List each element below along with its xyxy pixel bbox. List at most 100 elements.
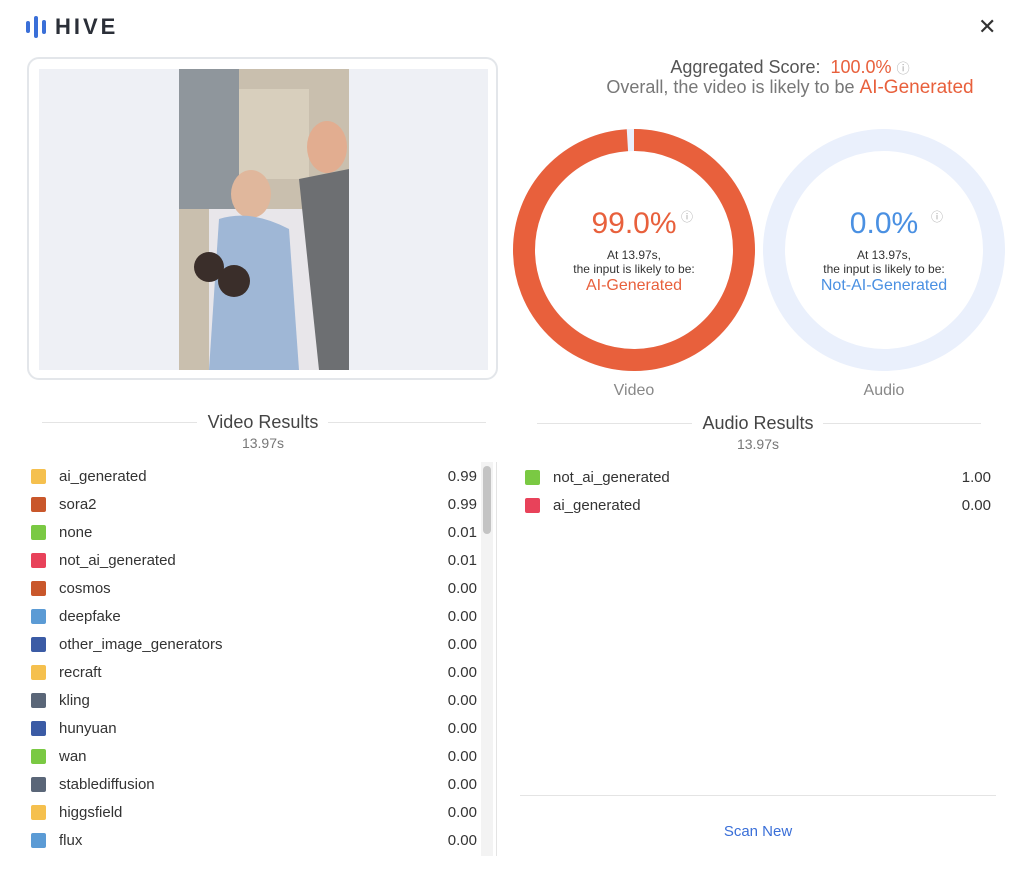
color-swatch — [31, 804, 46, 820]
result-value: 0.99 — [447, 467, 477, 485]
color-swatch — [31, 552, 46, 568]
video-frame — [27, 57, 498, 380]
result-label: not_ai_generated — [59, 551, 176, 569]
video-results-list: ai_generated 0.99 sora2 0.99 none 0.01 not_ai_… — [31, 462, 477, 854]
overall-line: Overall, the video is likely to be AI-Ge… — [520, 77, 1024, 99]
logo-icon — [26, 16, 46, 38]
result-label: not_ai_generated — [553, 468, 670, 486]
donut-caption: Video — [614, 382, 655, 399]
aggregated-score: Aggregated Score: 100.0% ⓘ — [520, 57, 1024, 78]
divider — [520, 795, 996, 796]
result-value: 0.00 — [961, 496, 991, 514]
result-label: none — [59, 523, 93, 541]
result-value: 0.00 — [447, 691, 477, 709]
divider — [823, 423, 981, 424]
video-results-time: 13.97s — [241, 435, 285, 451]
result-label: wan — [59, 747, 87, 765]
video-thumbnail — [179, 69, 349, 370]
result-label: ai_generated — [59, 467, 147, 485]
donut-percent: 0.0% — [850, 207, 918, 240]
color-swatch — [31, 468, 46, 484]
donut-arc — [513, 129, 755, 371]
result-label: ai_generated — [553, 496, 641, 514]
scrollbar-thumb[interactable] — [483, 466, 491, 534]
info-icon[interactable]: ⓘ — [896, 61, 910, 76]
video-results-title: Video Results — [207, 412, 319, 432]
result-value: 0.00 — [447, 663, 477, 681]
scan-new-button[interactable]: Scan New — [723, 823, 793, 840]
overall-text: Overall, the video is likely to be — [606, 77, 855, 97]
audio-results-list: not_ai_generated 1.00 ai_generated 0.00 — [525, 463, 991, 519]
result-row: none 0.01 — [31, 518, 477, 546]
logo-text: HIVE — [55, 14, 119, 39]
result-value: 0.00 — [447, 747, 477, 765]
result-row: ai_generated 0.99 — [31, 462, 477, 490]
donut-verdict: AI-Generated — [586, 277, 682, 294]
result-label: deepfake — [59, 607, 121, 625]
divider — [328, 422, 486, 423]
color-swatch — [31, 580, 46, 596]
donut-charts: 99.0% ⓘAt 13.97s,the input is likely to b… — [513, 129, 1005, 399]
overall-verdict: AI-Generated — [859, 77, 974, 98]
result-label: sora2 — [59, 495, 97, 513]
donut-line2: the input is likely to be: — [573, 262, 694, 276]
audio-results-time: 13.97s — [736, 436, 780, 452]
color-swatch — [31, 720, 46, 736]
result-label: kling — [59, 691, 90, 709]
result-label: higgsfield — [59, 803, 123, 821]
result-value: 0.00 — [447, 579, 477, 597]
result-value: 0.99 — [447, 495, 477, 513]
result-label: stablediffusion — [59, 775, 155, 793]
scrollbar-track — [481, 462, 493, 856]
info-icon: ⓘ — [931, 210, 943, 224]
result-row: stablediffusion 0.00 — [31, 770, 477, 798]
result-value: 0.00 — [447, 831, 477, 849]
column-divider — [496, 462, 497, 856]
donut-track — [763, 129, 1005, 371]
result-label: cosmos — [59, 579, 111, 597]
result-value: 0.00 — [447, 635, 477, 653]
result-value: 0.00 — [447, 775, 477, 793]
result-row: wan 0.00 — [31, 742, 477, 770]
result-row: kling 0.00 — [31, 686, 477, 714]
aggregated-value: 100.0% — [830, 57, 892, 77]
result-value: 0.01 — [447, 551, 477, 569]
donut-verdict: Not-AI-Generated — [821, 277, 947, 294]
result-row: higgsfield 0.00 — [31, 798, 477, 826]
result-value: 0.01 — [447, 523, 477, 541]
result-row: deepfake 0.00 — [31, 602, 477, 630]
donut-line2: the input is likely to be: — [823, 262, 944, 276]
result-row: not_ai_generated 1.00 — [525, 463, 991, 491]
color-swatch — [525, 469, 540, 485]
color-swatch — [31, 748, 46, 764]
result-value: 0.00 — [447, 803, 477, 821]
logo: HIVE — [25, 14, 118, 40]
result-label: flux — [59, 831, 83, 849]
result-row: cosmos 0.00 — [31, 574, 477, 602]
color-swatch — [31, 524, 46, 540]
divider — [42, 422, 197, 423]
result-label: hunyuan — [59, 719, 117, 737]
result-row: other_image_generators 0.00 — [31, 630, 477, 658]
donut-percent: 99.0% — [591, 207, 676, 240]
result-row: flux 0.00 — [31, 826, 477, 854]
result-label: recraft — [59, 663, 102, 681]
color-swatch — [31, 496, 46, 512]
color-swatch — [31, 664, 46, 680]
result-value: 1.00 — [961, 468, 991, 486]
donut-line1: At 13.97s, — [607, 248, 661, 262]
result-row: not_ai_generated 0.01 — [31, 546, 477, 574]
result-value: 0.00 — [447, 719, 477, 737]
color-swatch — [31, 692, 46, 708]
result-value: 0.00 — [447, 607, 477, 625]
audio-results-title: Audio Results — [702, 413, 814, 433]
color-swatch — [31, 608, 46, 624]
result-row: sora2 0.99 — [31, 490, 477, 518]
color-swatch — [525, 497, 540, 513]
close-button[interactable]: ✕ — [978, 14, 997, 39]
color-swatch — [31, 636, 46, 652]
info-icon: ⓘ — [681, 210, 693, 224]
result-label: other_image_generators — [59, 635, 223, 653]
color-swatch — [31, 832, 46, 848]
